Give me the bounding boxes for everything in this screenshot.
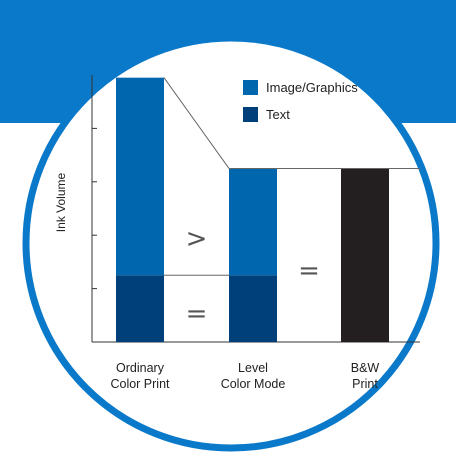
bar-2-series-2	[341, 168, 389, 342]
bar-1-series-0	[229, 275, 277, 342]
total-slope-line	[163, 77, 230, 169]
x-tick-label-2-line1: B&W	[351, 361, 380, 375]
x-tick-label-1-line1: Level	[238, 361, 268, 375]
legend-label-1: Text	[266, 107, 290, 122]
x-tick-label-0-line2: Color Print	[110, 377, 170, 391]
x-tick-label-2-line2: Print	[352, 377, 378, 391]
legend-swatch-0	[243, 80, 258, 95]
x-tick-label-1-line2: Color Mode	[221, 377, 286, 391]
bar-0-series-1	[116, 77, 164, 276]
bar-1-series-1	[229, 168, 277, 276]
legend-swatch-1	[243, 107, 258, 122]
legend-label-0: Image/Graphics	[266, 80, 358, 95]
y-axis-label: Ink Volume	[54, 172, 68, 232]
bar-0-series-0	[116, 275, 164, 342]
x-tick-label-0-line1: Ordinary	[116, 361, 165, 375]
greater-than-symbol: >	[186, 224, 208, 254]
equals-total-symbol: =	[298, 256, 320, 286]
equals-text-symbol: =	[186, 299, 208, 329]
